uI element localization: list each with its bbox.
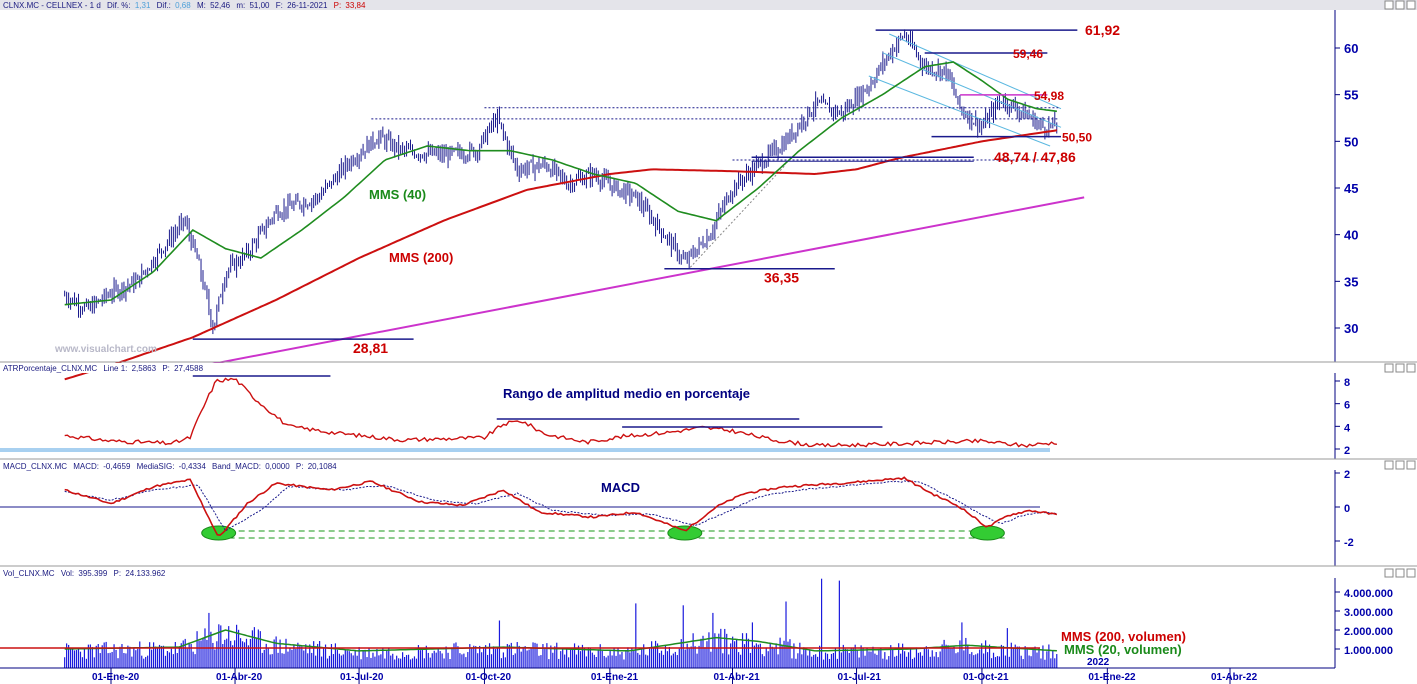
macd-signal-line — [64, 480, 1058, 532]
macd-line — [64, 476, 1058, 537]
volume-maximize-icon[interactable] — [1395, 568, 1405, 578]
channel-line — [889, 33, 1062, 110]
date-tick-label: 01-Abr-22 — [1211, 672, 1258, 683]
volume-plot-area — [0, 578, 1058, 668]
price-window-controls[interactable] — [1384, 0, 1416, 10]
atr-title: Rango de amplitud medio en porcentaje — [503, 386, 750, 401]
price-minimize-icon[interactable] — [1406, 0, 1416, 10]
price-plot-area: 61,92 59,46 54,98 50,50 48,74 / 47,86 36,35 28… — [64, 22, 1120, 381]
macd-minimize-icon[interactable] — [1406, 460, 1416, 470]
dashed-guide — [689, 164, 787, 268]
price-y-axis: 30 35 40 45 50 55 60 — [1335, 41, 1358, 336]
macd-y-axis: -2 0 2 — [1335, 469, 1354, 549]
level-label: 50,50 — [1062, 131, 1092, 145]
volume-y-tick-label: 1.000.000 — [1344, 645, 1393, 657]
volume-y-tick-label: 4.000.000 — [1344, 588, 1393, 600]
atr-y-tick-label: 8 — [1344, 377, 1350, 389]
macd-window-controls[interactable] — [1384, 460, 1416, 470]
price-header: CLNX.MC - CELLNEX - 1 d Dif. %: 1,31 Dif… — [3, 1, 366, 10]
volume-y-axis: 1.000.000 2.000.000 3.000.000 4.000.000 — [1335, 588, 1393, 657]
date-tick-label: 01-Abr-21 — [714, 672, 761, 683]
price-y-tick-label: 35 — [1344, 274, 1358, 289]
atr-header: ATRPorcentaje_CLNX.MC Line 1: 2,5863 P: … — [3, 364, 204, 373]
macd-y-tick-label: -2 — [1344, 537, 1354, 549]
price-panel: CLNX.MC - CELLNEX - 1 d Dif. %: 1,31 Dif… — [0, 0, 1417, 381]
volume-close-icon[interactable] — [1384, 568, 1394, 578]
price-y-tick-label: 30 — [1344, 321, 1358, 336]
atr-y-tick-label: 4 — [1344, 422, 1351, 434]
volume-panel: Vol_CLNX.MC Vol: 395.399 P: 24.133.962 1… — [0, 565, 1417, 668]
price-y-tick-label: 45 — [1344, 181, 1358, 196]
price-y-tick-label: 55 — [1344, 88, 1358, 103]
atr-baseline-band — [0, 448, 1050, 452]
mms200-annotation: MMS (200) — [389, 250, 453, 265]
channel-line — [882, 52, 1062, 128]
price-maximize-icon[interactable] — [1395, 0, 1405, 10]
macd-panel: MACD_CLNX.MC MACD: -0,4659 MediaSIG: -0,… — [0, 458, 1417, 566]
price-y-tick-label: 40 — [1344, 228, 1358, 243]
atr-y-axis: 2 4 6 8 — [1335, 377, 1351, 457]
atr-header-bar — [0, 363, 1417, 373]
macd-header: MACD_CLNX.MC MACD: -0,4659 MediaSIG: -0,… — [3, 462, 337, 471]
level-label: 48,74 / 47,86 — [994, 149, 1076, 165]
volume-bars — [64, 578, 1058, 668]
level-label: 54,98 — [1034, 89, 1064, 103]
price-header-symbol: CLNX.MC - CELLNEX - 1 d — [3, 1, 101, 10]
price-y-tick-label: 60 — [1344, 41, 1358, 56]
atr-close-icon[interactable] — [1384, 363, 1394, 373]
support-trendline — [204, 196, 1085, 367]
atr-maximize-icon[interactable] — [1395, 363, 1405, 373]
macd-trough-marker — [201, 525, 237, 541]
date-tick-label: 01-Jul-20 — [340, 672, 384, 683]
volume-mms200-legend: MMS (200, volumen) — [1061, 629, 1186, 644]
mms40-annotation: MMS (40) — [369, 187, 426, 202]
macd-title: MACD — [601, 480, 640, 495]
volume-window-controls[interactable] — [1384, 568, 1416, 578]
price-y-tick-label: 50 — [1344, 134, 1358, 149]
date-tick-label: 01-Ene-22 — [1088, 672, 1136, 683]
atr-minimize-icon[interactable] — [1406, 363, 1416, 373]
price-close-icon[interactable] — [1384, 0, 1394, 10]
date-tick-label: 01-Oct-21 — [963, 672, 1009, 683]
price-levels: 61,92 59,46 54,98 50,50 48,74 / 47,86 36,35 28… — [192, 22, 1120, 356]
price-bars — [64, 29, 1058, 335]
atr-y-tick-label: 2 — [1344, 445, 1350, 457]
atr-y-tick-label: 6 — [1344, 400, 1350, 412]
atr-plot-area — [0, 375, 1057, 452]
volume-header: Vol_CLNX.MC Vol: 395.399 P: 24.133.962 — [3, 569, 166, 578]
macd-y-tick-label: 2 — [1344, 469, 1350, 481]
channel-line — [868, 75, 1051, 147]
level-label: 36,35 — [764, 270, 799, 286]
year-marker: 2022 — [1087, 657, 1110, 668]
date-axis: 01-Ene-20 01-Abr-20 01-Jul-20 01-Oct-20 01-E… — [0, 667, 1335, 684]
volume-y-tick-label: 2.000.000 — [1344, 626, 1393, 638]
macd-maximize-icon[interactable] — [1395, 460, 1405, 470]
macd-trough-marker — [969, 525, 1005, 541]
atr-line — [64, 377, 1057, 448]
date-tick-label: 01-Ene-20 — [92, 672, 140, 683]
macd-close-icon[interactable] — [1384, 460, 1394, 470]
date-tick-label: 01-Abr-20 — [216, 672, 263, 683]
watermark: www.visualchart.com — [54, 344, 157, 355]
volume-minimize-icon[interactable] — [1406, 568, 1416, 578]
level-label: 28,81 — [353, 340, 388, 356]
date-tick-label: 01-Oct-20 — [465, 672, 511, 683]
level-label: 59,46 — [1013, 47, 1043, 61]
volume-mms20-legend: MMS (20, volumen) — [1064, 642, 1182, 657]
mms200-line — [64, 129, 1058, 381]
macd-y-tick-label: 0 — [1344, 503, 1350, 515]
date-tick-label: 01-Jul-21 — [838, 672, 882, 683]
macd-trough-marker — [667, 525, 703, 541]
macd-plot-area — [0, 476, 1058, 541]
mms40-line — [64, 61, 1058, 306]
level-label: 61,92 — [1085, 22, 1120, 38]
atr-window-controls[interactable] — [1384, 363, 1416, 373]
atr-panel: ATRPorcentaje_CLNX.MC Line 1: 2,5863 P: … — [0, 361, 1417, 459]
price-header-bar — [0, 0, 1417, 10]
date-tick-label: 01-Ene-21 — [591, 672, 639, 683]
volume-y-tick-label: 3.000.000 — [1344, 607, 1393, 619]
